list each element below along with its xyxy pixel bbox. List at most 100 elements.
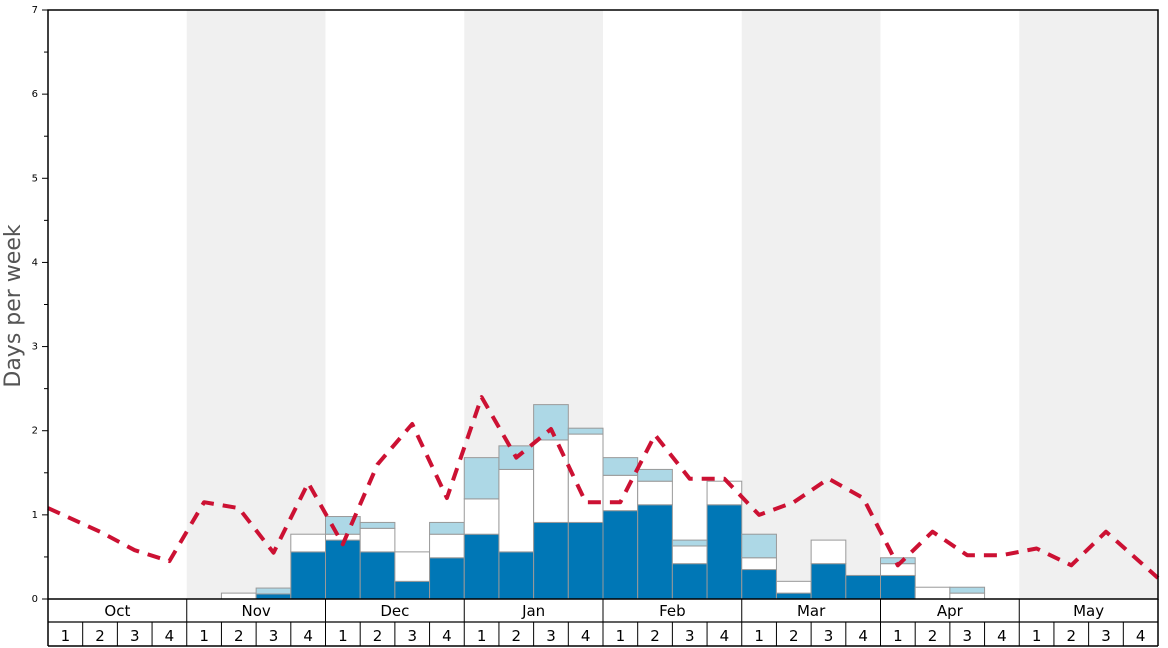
week-label: 4 — [581, 627, 591, 645]
week-label: 4 — [165, 627, 175, 645]
y-tick-label: 5 — [32, 173, 38, 184]
y-axis: 0 1 2 3 4 5 6 7 — [32, 5, 48, 605]
bar-white-week-16 — [567, 433, 604, 523]
bar-white-week-17 — [602, 474, 639, 512]
month-label-mar: Mar — [797, 602, 826, 620]
week-label: 1 — [893, 627, 903, 645]
week-label: 2 — [373, 627, 383, 645]
week-label: 3 — [130, 627, 140, 645]
bar-dark-week-11 — [394, 580, 431, 600]
week-label: 1 — [338, 627, 348, 645]
bar-light-week-10 — [359, 521, 396, 529]
bar-light-week-27 — [949, 586, 986, 594]
week-label: 2 — [650, 627, 660, 645]
bar-light-week-13 — [463, 457, 500, 500]
bar-dark-week-12 — [429, 557, 465, 600]
week-label: 4 — [1136, 627, 1146, 645]
month-label-dec: Dec — [380, 602, 409, 620]
month-bands — [186, 10, 1158, 599]
bar-dark-week-18 — [637, 504, 673, 600]
x-axis: Oct 1 2 3 4 Nov 1 2 3 4 Dec 1 2 3 4 Jan 1 2 3 4 Feb 1 2 3 4 Mar 1 2… — [47, 599, 1159, 647]
bar-white-week-20 — [706, 480, 743, 506]
week-label: 2 — [1067, 627, 1077, 645]
week-label: 4 — [442, 627, 452, 645]
month-label-nov: Nov — [241, 602, 270, 620]
week-label: 2 — [512, 627, 522, 645]
month-label-jan: Jan — [521, 602, 545, 620]
y-axis-label: Days per week — [1, 224, 26, 387]
month-label-may: May — [1073, 602, 1104, 620]
bar-white-week-19 — [671, 545, 708, 565]
bar-white-week-21 — [741, 557, 777, 571]
y-tick-label: 4 — [32, 257, 38, 268]
bar-white-week-10 — [359, 527, 396, 553]
bar-dark-week-8 — [290, 551, 326, 600]
line-series-path — [47, 395, 1160, 580]
bar-white-week-18 — [637, 480, 673, 506]
week-label: 1 — [477, 627, 487, 645]
month-band-may — [1019, 10, 1158, 599]
week-label: 3 — [1101, 627, 1111, 645]
bar-light-week-21 — [741, 533, 777, 559]
month-label-apr: Apr — [937, 602, 964, 620]
week-label: 4 — [720, 627, 730, 645]
week-label: 3 — [824, 627, 834, 645]
bars — [220, 404, 986, 600]
bar-white-week-26 — [914, 586, 951, 600]
bar-dark-week-21 — [741, 569, 777, 600]
week-label: 3 — [546, 627, 556, 645]
week-label: 2 — [928, 627, 938, 645]
bar-light-week-15 — [533, 404, 569, 441]
week-label: 3 — [685, 627, 695, 645]
bar-dark-week-22 — [775, 592, 812, 600]
bar-white-week-22 — [775, 580, 812, 594]
week-label: 1 — [61, 627, 71, 645]
y-tick-label: 6 — [32, 89, 38, 100]
week-label: 1 — [616, 627, 626, 645]
bar-light-week-7 — [255, 587, 292, 595]
week-label: 1 — [199, 627, 209, 645]
bar-white-week-27 — [949, 592, 986, 600]
bar-light-week-16 — [567, 427, 604, 435]
bar-white-week-6 — [220, 592, 257, 600]
y-tick-label: 2 — [32, 426, 38, 437]
y-tick-label: 0 — [32, 594, 38, 605]
week-label: 4 — [858, 627, 868, 645]
week-label: 4 — [997, 627, 1007, 645]
bar-white-week-12 — [429, 533, 465, 559]
bar-light-week-18 — [637, 468, 673, 482]
bar-dark-week-7 — [255, 593, 292, 600]
week-label: 4 — [303, 627, 313, 645]
y-tick-label: 1 — [32, 510, 38, 521]
bar-light-week-17 — [602, 457, 639, 476]
week-label: 2 — [95, 627, 105, 645]
bar-white-week-14 — [498, 468, 535, 553]
bar-light-week-12 — [429, 521, 465, 535]
bar-dark-week-20 — [706, 504, 743, 600]
week-label: 2 — [234, 627, 244, 645]
y-tick-label: 3 — [32, 342, 38, 353]
bar-white-week-8 — [290, 533, 326, 553]
month-band-mar — [741, 10, 881, 599]
month-label-feb: Feb — [659, 602, 686, 620]
week-label: 2 — [789, 627, 799, 645]
month-band-nov — [186, 10, 326, 599]
bar-dark-week-13 — [463, 533, 500, 600]
bar-dark-week-15 — [533, 521, 569, 600]
month-label-oct: Oct — [104, 602, 130, 620]
bar-white-week-23 — [810, 539, 847, 565]
week-label: 3 — [407, 627, 417, 645]
y-tick-label: 7 — [32, 5, 38, 16]
week-label: 3 — [269, 627, 279, 645]
line-series — [47, 395, 1160, 580]
bar-light-week-19 — [671, 539, 708, 547]
week-label: 1 — [1032, 627, 1042, 645]
week-label: 3 — [962, 627, 972, 645]
bar-dark-week-24 — [845, 574, 881, 600]
bar-dark-week-9 — [325, 539, 361, 600]
bar-white-week-11 — [394, 551, 431, 582]
bar-dark-week-19 — [671, 563, 708, 600]
bar-dark-week-23 — [810, 563, 847, 600]
bar-dark-week-10 — [359, 551, 396, 600]
